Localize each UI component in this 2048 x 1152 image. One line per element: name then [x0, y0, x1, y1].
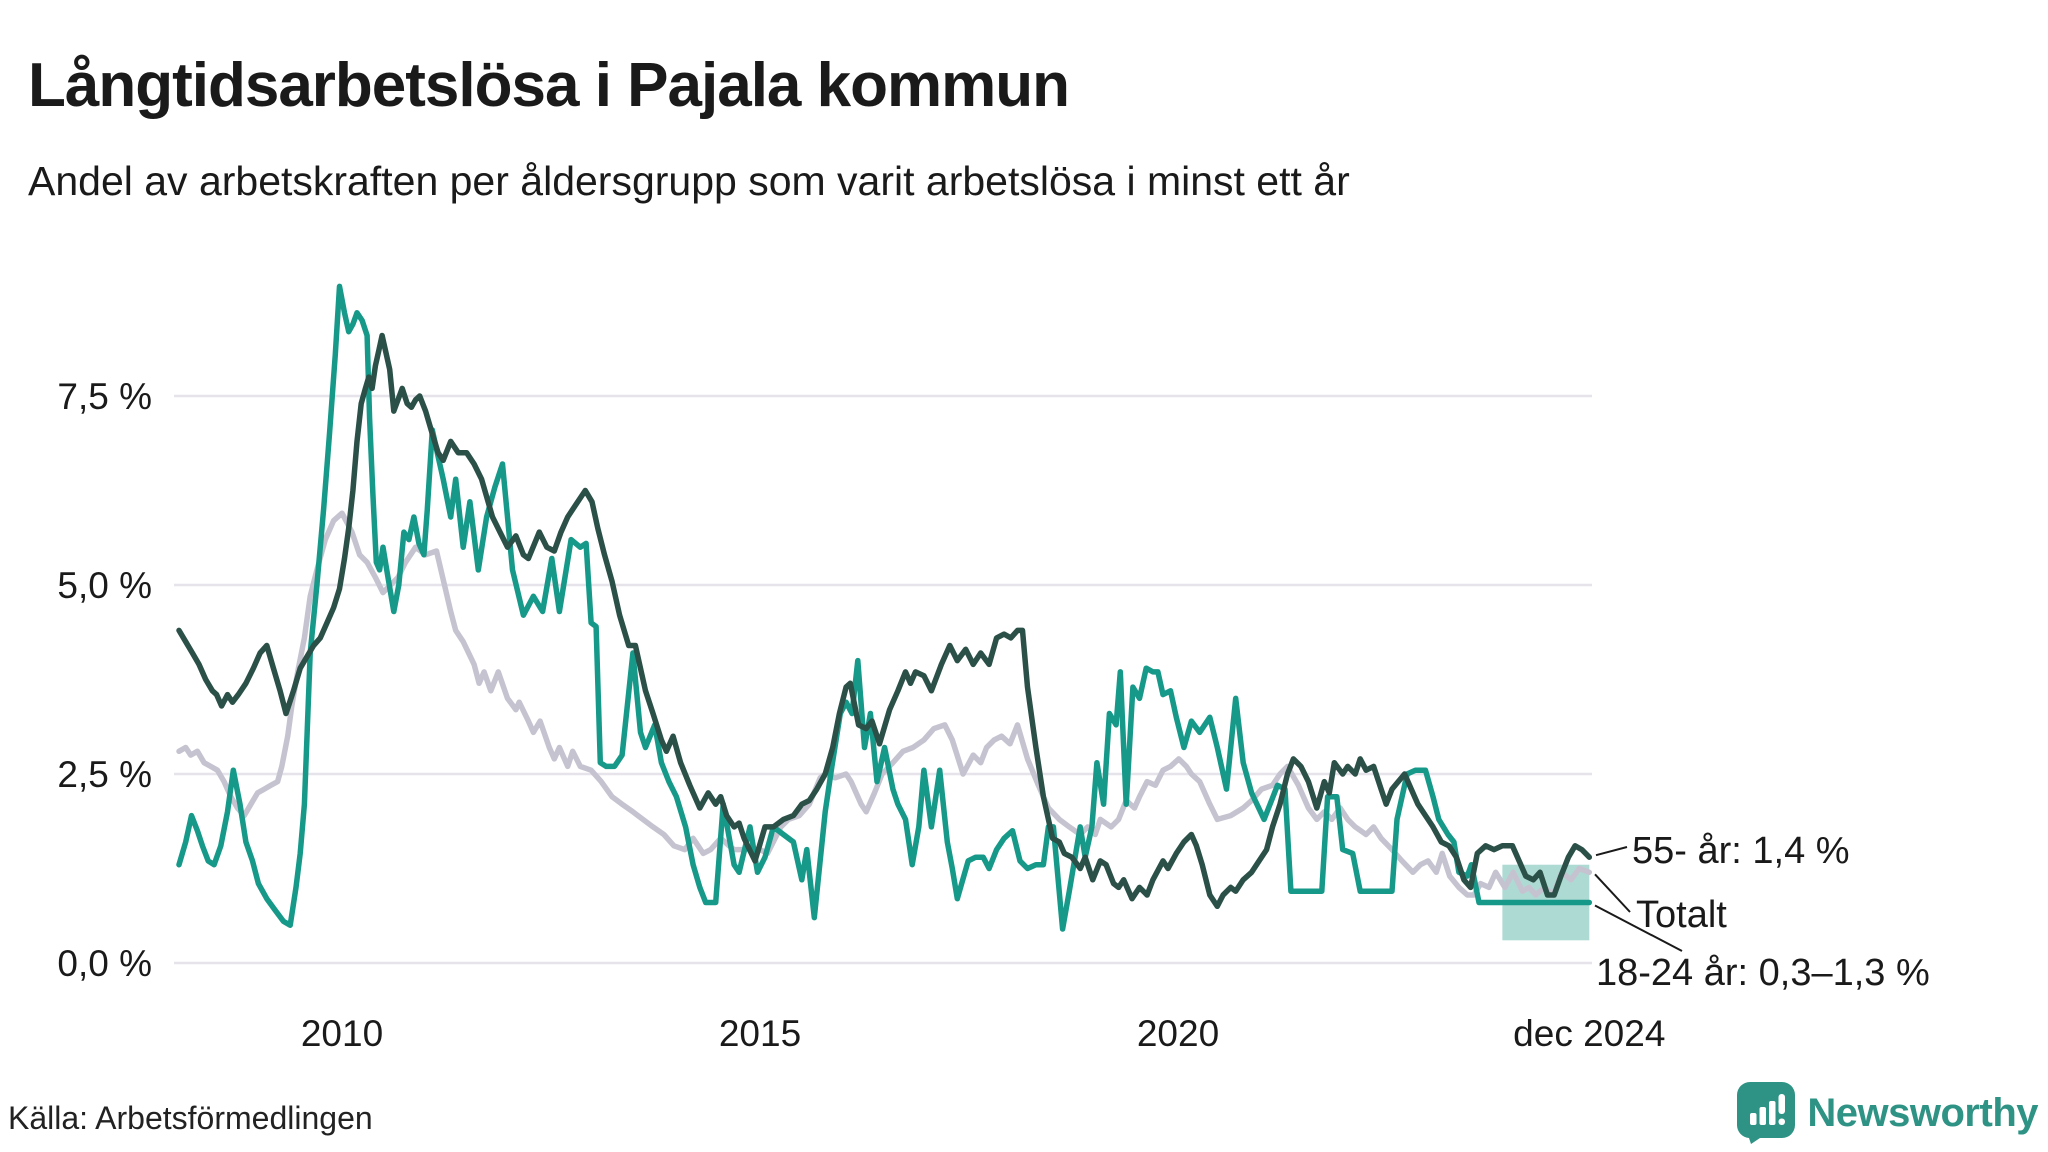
series-line-18-24	[176, 283, 1593, 932]
y-tick-label: 2,5 %	[57, 754, 152, 795]
annotation-18-24-label: 18-24 år: 0,3–1,3 %	[1596, 952, 1930, 994]
page-title: Långtidsarbetslösa i Pajala kommun	[28, 51, 1070, 120]
x-tick-label: dec 2024	[1513, 1013, 1665, 1054]
x-tick-label: 2010	[301, 1013, 383, 1054]
y-tick-label: 7,5 %	[57, 376, 152, 417]
annotation-total-label: Totalt	[1636, 894, 1727, 936]
x-tick-label: 2020	[1137, 1013, 1219, 1054]
page-subtitle: Andel av arbetskraften per åldersgrupp s…	[28, 158, 1350, 204]
pointer-line-55	[1595, 846, 1628, 857]
y-tick-label: 5,0 %	[57, 565, 152, 606]
newsworthy-brand-text: Newsworthy	[1807, 1090, 2038, 1135]
series-line-55	[176, 332, 1593, 910]
newsworthy-brand: Newsworthy	[1737, 1082, 2038, 1144]
source-credit: Källa: Arbetsförmedlingen	[8, 1100, 373, 1136]
pointer-line-18-24	[1594, 904, 1683, 952]
newsworthy-logo-icon	[1737, 1082, 1796, 1144]
x-tick-label: 2015	[719, 1013, 801, 1054]
series-line-total	[176, 510, 1593, 898]
y-tick-label: 0,0 %	[57, 943, 152, 984]
annotation-55-label: 55- år: 1,4 %	[1632, 830, 1850, 872]
pointer-line-total	[1594, 873, 1631, 913]
